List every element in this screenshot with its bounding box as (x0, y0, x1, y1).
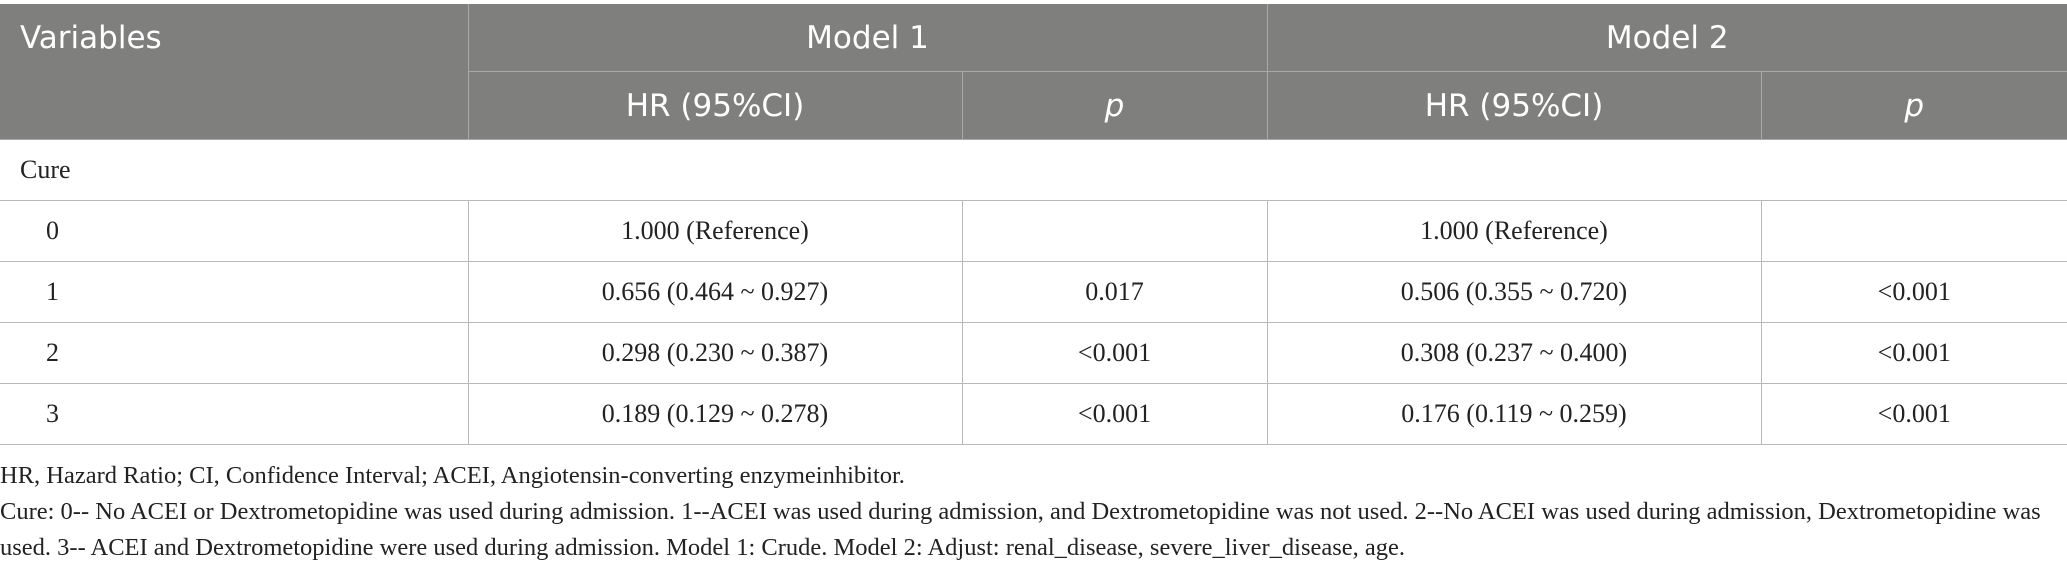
table-footnotes: HR, Hazard Ratio; CI, Confidence Interva… (0, 458, 2060, 566)
model-1-hr-cell: 0.298 (0.230 ~ 0.387) (468, 322, 963, 384)
model-1-p-cell (962, 200, 1268, 262)
model-2-hr-cell: 0.176 (0.119 ~ 0.259) (1267, 383, 1762, 445)
footnote-abbreviations: HR, Hazard Ratio; CI, Confidence Interva… (0, 462, 905, 489)
results-table-container: Variables Model 1 Model 2 HR (95%CI) p H… (0, 4, 2067, 445)
model-2-p-cell: <0.001 (1761, 261, 2067, 323)
header-model-2-p: p (1761, 71, 2067, 140)
model-1-hr-cell: 1.000 (Reference) (468, 200, 963, 262)
model-2-hr-cell: 0.506 (0.355 ~ 0.720) (1267, 261, 1762, 323)
model-1-p-cell: 0.017 (962, 261, 1268, 323)
table-row: 1 0.656 (0.464 ~ 0.927) 0.017 0.506 (0.3… (0, 261, 2067, 323)
header-model-1-hr: HR (95%CI) (468, 71, 963, 140)
row-level: 1 (0, 261, 469, 323)
table-row: 0 1.000 (Reference) 1.000 (Reference) (0, 200, 2067, 262)
model-2-p-cell (1761, 200, 2067, 262)
model-1-p-cell: <0.001 (962, 322, 1268, 384)
model-2-p-cell: <0.001 (1761, 322, 2067, 384)
group-label: Cure (0, 139, 2067, 201)
header-model-2: Model 2 (1267, 4, 2067, 72)
header-model-2-hr: HR (95%CI) (1267, 71, 1762, 140)
table-header: Variables Model 1 Model 2 HR (95%CI) p H… (0, 4, 2067, 140)
model-2-hr-cell: 1.000 (Reference) (1267, 200, 1762, 262)
row-level: 3 (0, 383, 469, 445)
hazard-ratio-table: Variables Model 1 Model 2 HR (95%CI) p H… (0, 4, 2067, 445)
model-1-hr-cell: 0.656 (0.464 ~ 0.927) (468, 261, 963, 323)
group-row-cure: Cure (0, 139, 2067, 201)
model-1-hr-cell: 0.189 (0.129 ~ 0.278) (468, 383, 963, 445)
header-model-1: Model 1 (468, 4, 1268, 72)
table-body: Cure 0 1.000 (Reference) 1.000 (Referenc… (0, 139, 2067, 445)
header-model-1-p: p (962, 71, 1268, 140)
model-2-p-cell: <0.001 (1761, 383, 2067, 445)
table-row: 3 0.189 (0.129 ~ 0.278) <0.001 0.176 (0.… (0, 383, 2067, 445)
header-row-metrics: HR (95%CI) p HR (95%CI) p (0, 71, 2067, 140)
row-level: 2 (0, 322, 469, 384)
model-1-p-cell: <0.001 (962, 383, 1268, 445)
header-variables: Variables (0, 4, 469, 140)
model-2-hr-cell: 0.308 (0.237 ~ 0.400) (1267, 322, 1762, 384)
header-row-models: Variables Model 1 Model 2 (0, 4, 2067, 140)
row-level: 0 (0, 200, 469, 262)
footnote-definitions: Cure: 0-- No ACEI or Dextrometopidine wa… (0, 498, 2041, 561)
table-row: 2 0.298 (0.230 ~ 0.387) <0.001 0.308 (0.… (0, 322, 2067, 384)
